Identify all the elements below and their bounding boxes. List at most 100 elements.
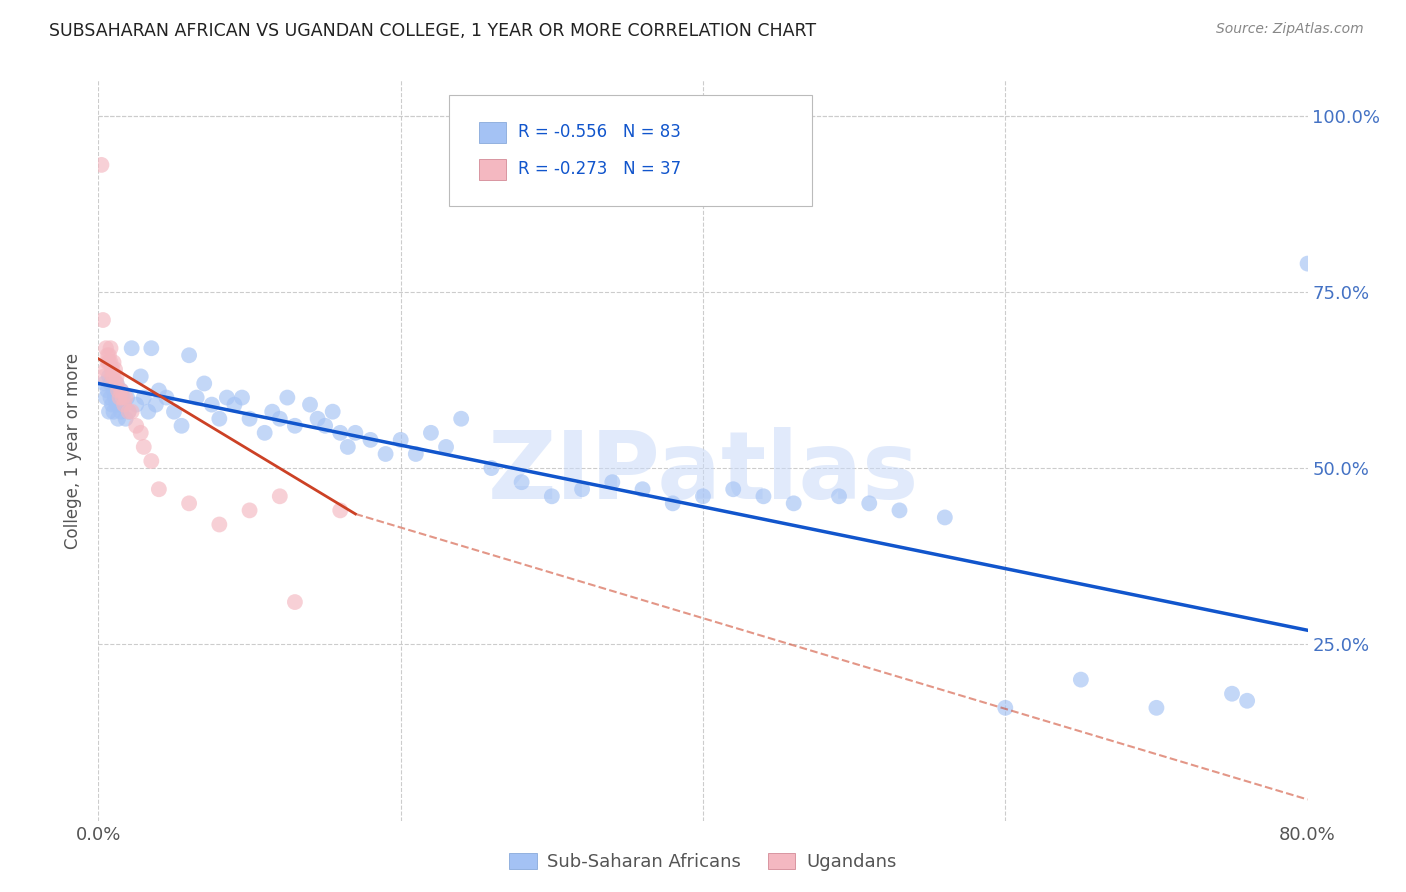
- Point: [186, 391, 208, 405]
- Point: [111, 391, 134, 405]
- Point: [253, 425, 276, 440]
- Point: [284, 418, 307, 433]
- Point: [114, 411, 136, 425]
- Point: [105, 376, 128, 391]
- Point: [934, 510, 956, 524]
- Point: [276, 391, 298, 405]
- Point: [329, 503, 352, 517]
- Point: [239, 503, 262, 517]
- Point: [215, 391, 238, 405]
- Point: [104, 362, 127, 376]
- Point: [481, 461, 503, 475]
- Text: R = -0.273   N = 37: R = -0.273 N = 37: [519, 161, 682, 178]
- Bar: [479, 160, 506, 180]
- Point: [307, 411, 329, 425]
- Point: [510, 475, 533, 490]
- Point: [224, 398, 246, 412]
- Point: [434, 440, 457, 454]
- Point: [91, 313, 114, 327]
- Point: [105, 398, 128, 412]
- Point: [145, 398, 167, 412]
- Point: [231, 391, 253, 405]
- Point: [269, 411, 291, 425]
- Point: [132, 391, 155, 405]
- Point: [98, 348, 121, 362]
- Point: [828, 489, 851, 503]
- Point: [103, 369, 125, 384]
- Point: [1220, 687, 1243, 701]
- Point: [571, 482, 593, 496]
- Point: [314, 418, 336, 433]
- Point: [141, 454, 163, 468]
- Point: [110, 405, 132, 419]
- Point: [1070, 673, 1092, 687]
- Point: [105, 369, 128, 384]
- Point: [1236, 694, 1258, 708]
- Point: [108, 391, 131, 405]
- Point: [110, 384, 132, 398]
- Point: [374, 447, 396, 461]
- Point: [344, 425, 367, 440]
- Point: [201, 398, 224, 412]
- Point: [101, 369, 124, 384]
- Point: [299, 398, 322, 412]
- Point: [661, 496, 683, 510]
- Point: [692, 489, 714, 503]
- Point: [1296, 257, 1319, 271]
- Point: [148, 482, 170, 496]
- Point: [100, 341, 122, 355]
- Point: [208, 411, 231, 425]
- Text: ZIPatlas: ZIPatlas: [488, 426, 918, 518]
- Point: [101, 362, 124, 376]
- Point: [112, 398, 135, 412]
- Bar: [479, 122, 506, 144]
- Point: [540, 489, 562, 503]
- Point: [107, 391, 129, 405]
- Point: [1144, 701, 1167, 715]
- Point: [96, 348, 118, 362]
- Point: [170, 418, 193, 433]
- Point: [121, 405, 143, 419]
- Point: [269, 489, 291, 503]
- Point: [125, 418, 148, 433]
- Point: [111, 391, 134, 405]
- Point: [114, 391, 136, 405]
- Point: [858, 496, 880, 510]
- Point: [129, 425, 152, 440]
- Point: [179, 496, 201, 510]
- Point: [115, 391, 138, 405]
- Point: [322, 405, 344, 419]
- Point: [94, 341, 117, 355]
- Point: [602, 475, 624, 490]
- Point: [129, 369, 152, 384]
- Point: [100, 355, 122, 369]
- Point: [96, 355, 118, 369]
- Point: [94, 391, 117, 405]
- Point: [104, 391, 127, 405]
- Point: [450, 411, 472, 425]
- Point: [118, 405, 141, 419]
- FancyBboxPatch shape: [449, 95, 811, 206]
- Point: [155, 391, 177, 405]
- Point: [329, 425, 352, 440]
- Point: [93, 376, 115, 391]
- Point: [93, 369, 115, 384]
- Point: [108, 398, 131, 412]
- Point: [262, 405, 284, 419]
- Point: [631, 482, 654, 496]
- Point: [94, 362, 117, 376]
- Point: [179, 348, 201, 362]
- Point: [103, 355, 125, 369]
- Point: [107, 384, 129, 398]
- Point: [98, 355, 121, 369]
- Point: [141, 341, 163, 355]
- Text: SUBSAHARAN AFRICAN VS UGANDAN COLLEGE, 1 YEAR OR MORE CORRELATION CHART: SUBSAHARAN AFRICAN VS UGANDAN COLLEGE, 1…: [49, 22, 817, 40]
- Point: [360, 433, 382, 447]
- Point: [121, 341, 143, 355]
- Point: [389, 433, 412, 447]
- Point: [96, 384, 118, 398]
- Point: [284, 595, 307, 609]
- Point: [420, 425, 443, 440]
- Legend: Sub-Saharan Africans, Ugandans: Sub-Saharan Africans, Ugandans: [502, 846, 904, 879]
- Point: [100, 391, 122, 405]
